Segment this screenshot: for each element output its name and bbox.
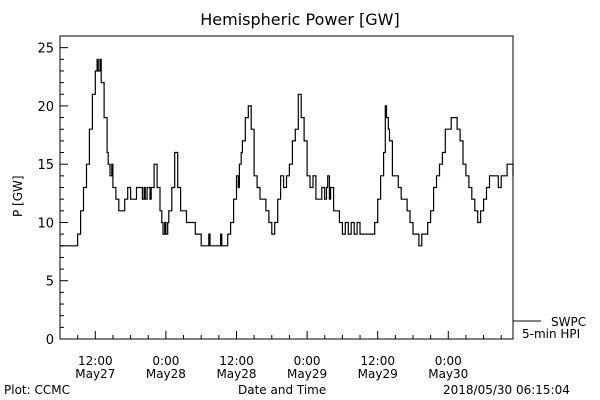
y-tick-label: 5 (46, 275, 54, 290)
y-axis-label: P [GW] (11, 175, 25, 217)
y-tick-label: 20 (37, 100, 54, 115)
legend-entry-swpc: SWPC (551, 315, 587, 329)
y-axis: 0 5 10 15 20 25 (37, 35, 68, 348)
plot-source-label: Plot: CCMC (4, 383, 70, 397)
timestamp-label: 2018/05/30 06:15:04 (443, 383, 570, 397)
chart-title: Hemispheric Power [GW] (200, 10, 400, 29)
x-tick-date-label: May29 (358, 367, 398, 381)
x-axis: 12:00May270:00May2812:00May280:00May2912… (75, 331, 502, 381)
x-tick-time-label: 0:00 (152, 354, 179, 368)
series-group (60, 58, 514, 247)
x-tick-time-label: 12:00 (219, 354, 254, 368)
y-tick-label: 15 (37, 158, 54, 173)
series-line-swpc (60, 58, 514, 247)
y-tick-label: 25 (37, 42, 54, 57)
x-tick-date-label: May29 (287, 367, 327, 381)
x-axis-label: Date and Time (238, 383, 327, 397)
x-tick-date-label: May28 (146, 367, 186, 381)
x-tick-time-label: 0:00 (294, 354, 321, 368)
x-tick-date-label: May28 (216, 367, 256, 381)
x-tick-time-label: 12:00 (360, 354, 395, 368)
x-tick-date-label: May30 (428, 367, 468, 381)
x-tick-time-label: 0:00 (435, 354, 462, 368)
y-tick-label: 0 (46, 333, 54, 348)
x-tick-date-label: May27 (75, 367, 115, 381)
x-tick-time-label: 12:00 (78, 354, 113, 368)
legend-entry-hpi: 5-min HPI (522, 327, 581, 341)
y-tick-label: 10 (37, 216, 54, 231)
